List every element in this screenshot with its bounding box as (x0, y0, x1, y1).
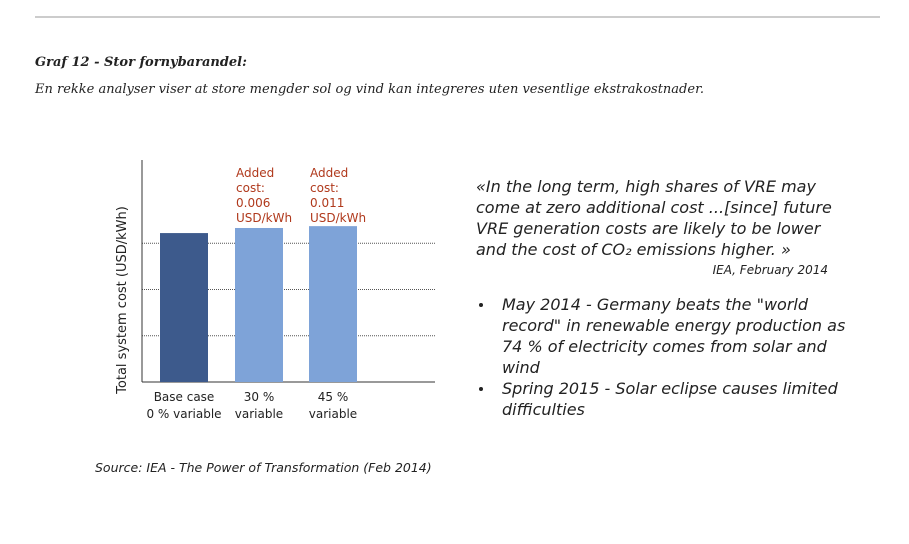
subtitle: En rekke analyser viser at store mengder… (34, 82, 704, 97)
quote-attribution: IEA, February 2014 (713, 263, 828, 277)
quote-line: and the cost of CO₂ emissions higher. » (476, 240, 791, 259)
x-tick-label: 45 % (318, 390, 349, 404)
bar-annotation: 0.011 (310, 196, 344, 210)
bar-annotation: USD/kWh (310, 211, 366, 225)
y-axis-label: Total system cost (USD/kWh) (115, 206, 130, 395)
x-tick-label: 0 % variable (146, 407, 221, 421)
bullet-line: Spring 2015 - Solar eclipse causes limit… (502, 379, 839, 398)
quote-line: VRE generation costs are likely to be lo… (476, 219, 822, 238)
bar-annotation: cost: (310, 181, 339, 195)
bullet-dot (479, 387, 483, 391)
x-tick-label: 30 % (244, 390, 275, 404)
quote-line: come at zero additional cost ...[since] … (476, 198, 832, 217)
bullet-line: difficulties (502, 400, 585, 419)
quote-line: «In the long term, high shares of VRE ma… (476, 177, 816, 196)
bar-annotation: cost: (236, 181, 265, 195)
bar (160, 233, 208, 382)
bullet-line: May 2014 - Germany beats the "world (502, 295, 809, 314)
x-tick-label: variable (235, 407, 283, 421)
x-tick-label: Base case (154, 390, 215, 404)
bar (235, 227, 283, 382)
bar (309, 226, 357, 382)
bullet-line: record" in renewable energy production a… (502, 316, 845, 335)
bar-annotation: Added (310, 166, 348, 180)
bullet-line: 74 % of electricity comes from solar and (502, 337, 828, 356)
bar-annotation: 0.006 (236, 196, 270, 210)
x-tick-label: variable (309, 407, 357, 421)
bullet-line: wind (502, 358, 541, 377)
title: Graf 12 - Stor fornybarandel: (35, 55, 247, 70)
bar-annotation: USD/kWh (236, 211, 292, 225)
source: Source: IEA - The Power of Transformatio… (95, 460, 432, 475)
bar-annotation: Added (236, 166, 274, 180)
bullet-dot (479, 303, 483, 307)
